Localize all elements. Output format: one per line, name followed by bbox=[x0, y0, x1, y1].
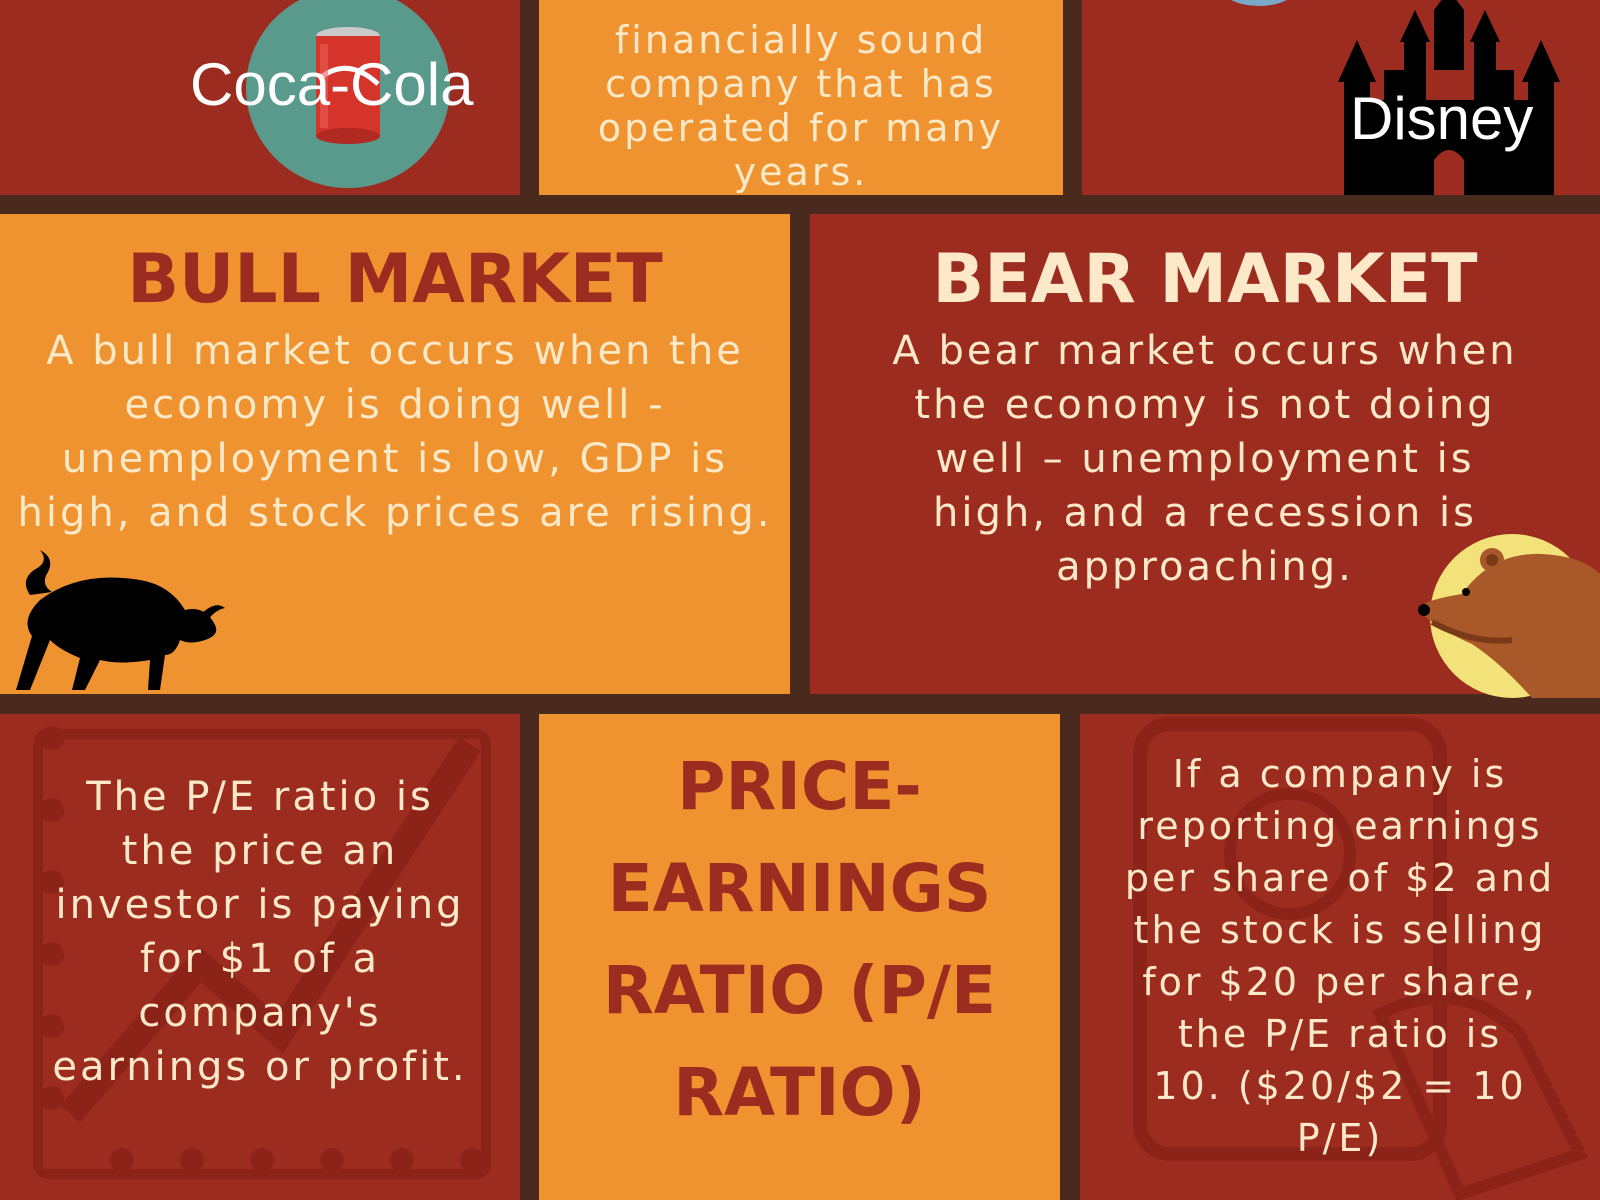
bull-icon bbox=[16, 550, 225, 690]
bull-market-title: BULL MARKET bbox=[127, 240, 663, 319]
pe-ratio-title: PRICE- EARNINGS RATIO (P/E RATIO) bbox=[602, 748, 997, 1131]
coca-cola-panel bbox=[0, 0, 520, 195]
bear-market-panel: BEAR MARKET A bear market occurs when th… bbox=[810, 214, 1600, 694]
globe-icon bbox=[1222, 0, 1296, 6]
hand-money-background-icon bbox=[1133, 717, 1589, 1200]
coca-cola-label: Coca-Cola bbox=[190, 51, 474, 118]
bear-icon bbox=[1418, 534, 1600, 698]
pe-definition-panel: The P/E ratio is the price an investor i… bbox=[0, 714, 520, 1200]
castle-icon bbox=[1338, 0, 1560, 195]
pe-example-panel: If a company is reporting earnings per s… bbox=[1080, 714, 1600, 1200]
coca-cola-can-icon bbox=[316, 27, 380, 144]
pe-example-text: If a company is reporting earnings per s… bbox=[1124, 752, 1556, 1160]
chart-background-icon bbox=[33, 726, 491, 1179]
bear-market-description: A bear market occurs when the economy is… bbox=[892, 328, 1518, 590]
pe-title-panel: PRICE- EARNINGS RATIO (P/E RATIO) bbox=[539, 714, 1060, 1200]
pe-definition-text: The P/E ratio is the price an investor i… bbox=[52, 774, 468, 1090]
bull-market-description: A bull market occurs when the economy is… bbox=[17, 328, 773, 536]
company-description-text: financially sound company that has opera… bbox=[597, 18, 1005, 194]
company-description-panel: financially sound company that has opera… bbox=[539, 0, 1063, 195]
disney-label: Disney bbox=[1350, 85, 1534, 152]
bear-market-title: BEAR MARKET bbox=[932, 240, 1478, 319]
